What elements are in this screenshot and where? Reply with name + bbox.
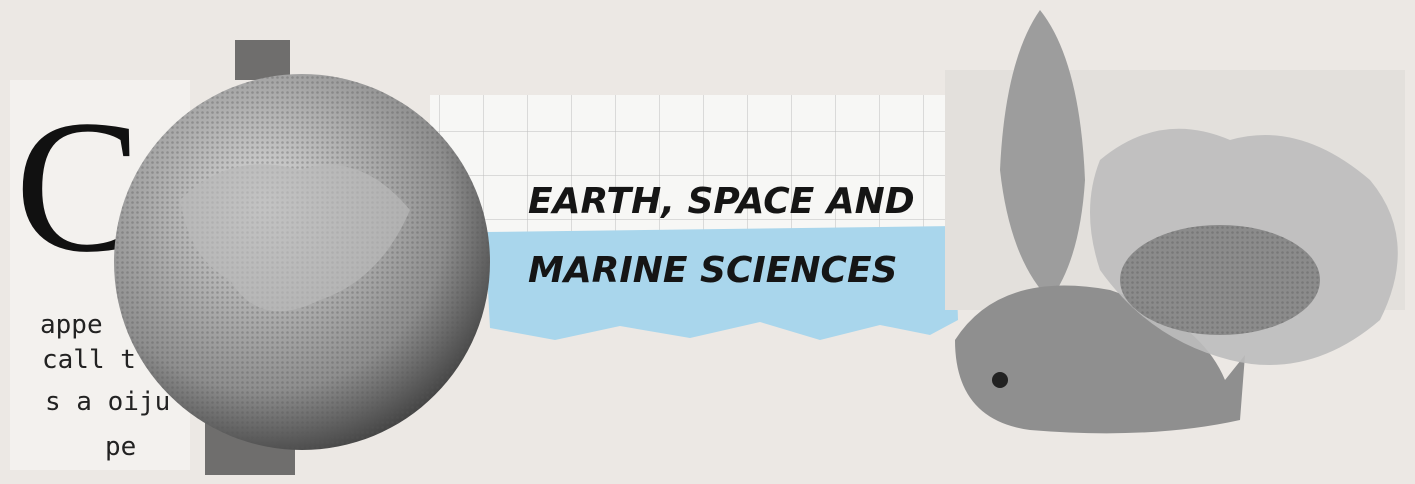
fish bbox=[1000, 10, 1085, 300]
houndstooth-scrap bbox=[235, 40, 290, 80]
grid-paper bbox=[430, 95, 950, 235]
text-fragment: pe bbox=[105, 432, 136, 462]
blue-strip bbox=[485, 226, 958, 340]
title-line: MARINE SCIENCES bbox=[528, 250, 897, 291]
whale-eye bbox=[992, 372, 1008, 388]
text-fragment: appe bbox=[40, 310, 103, 340]
title-line: EARTH, SPACE AND bbox=[528, 181, 915, 222]
text-fragment: s a oiju bbox=[45, 387, 170, 417]
continent bbox=[180, 164, 410, 312]
text-fragment: call t bbox=[42, 345, 136, 375]
clownfish-halftone bbox=[1120, 225, 1320, 335]
